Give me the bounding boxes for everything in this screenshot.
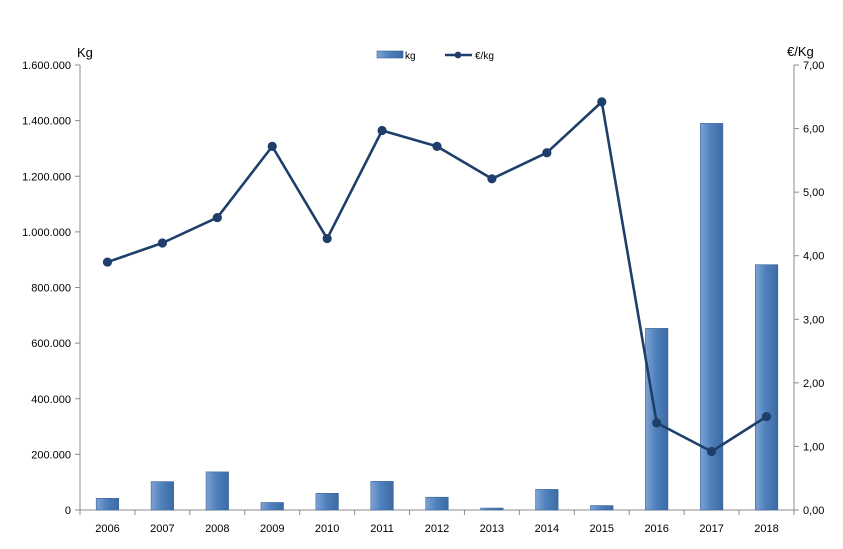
point-eur-per-kg-2018	[761, 411, 772, 422]
point-eur-per-kg-2013	[487, 174, 497, 184]
line-series-eur-per-kg	[102, 97, 772, 457]
bar-kg-2012	[425, 496, 449, 511]
x-tick-label: 2015	[590, 523, 614, 535]
x-tick-label: 2007	[150, 523, 174, 535]
left-tick-label: 1.000.000	[22, 227, 71, 239]
point-eur-per-kg-2012	[432, 141, 442, 151]
point-eur-per-kg-2011	[377, 125, 387, 136]
left-tick-label: 200.000	[31, 449, 71, 461]
bar-kg-2018	[754, 264, 779, 511]
point-eur-per-kg-2016	[652, 418, 662, 428]
x-tick-label: 2009	[260, 523, 284, 535]
right-tick-label: 1,00	[803, 441, 824, 453]
right-axis-unit-label: €/Kg	[787, 44, 814, 59]
x-tick-label: 2008	[205, 523, 229, 535]
right-tick-label: 7,00	[803, 60, 824, 72]
legend-label-kg: kg	[405, 51, 416, 62]
point-eur-per-kg-2010	[322, 233, 332, 244]
bar-kg-2011	[370, 481, 394, 511]
legend-marker-eur-per-kg	[454, 51, 462, 59]
point-eur-per-kg-2014	[542, 148, 552, 158]
legend-label-eur-per-kg: €/kg	[475, 51, 494, 62]
right-tick-label: 6,00	[803, 124, 824, 136]
x-tick-label: 2012	[425, 523, 449, 535]
point-eur-per-kg-2008	[212, 212, 222, 223]
x-tick-label: 2006	[95, 523, 119, 535]
point-eur-per-kg-2015	[597, 97, 607, 107]
legend-swatch-kg	[376, 50, 404, 59]
x-tick-label: 2018	[754, 523, 778, 535]
bar-kg-2006	[95, 498, 120, 511]
x-tick-label: 2010	[315, 523, 339, 535]
right-tick-label: 4,00	[803, 251, 824, 263]
axis-labels: Kg €/Kg	[77, 44, 814, 60]
left-tick-label: 1.200.000	[22, 171, 71, 183]
point-eur-per-kg-2009	[267, 141, 277, 151]
x-tick-label: 2016	[644, 523, 668, 535]
right-tick-label: 5,00	[803, 187, 824, 199]
bar-kg-2015	[590, 505, 614, 511]
left-tick-label: 400.000	[31, 394, 71, 406]
x-tick-label: 2011	[370, 523, 394, 535]
bar-kg-2007	[150, 481, 174, 511]
chart-axes: 0 200.000 400.000 600.000 800.000 1.000.000 1.…	[22, 60, 824, 535]
bar-series-kg	[95, 123, 779, 511]
bar-kg-2009	[260, 502, 284, 511]
x-tick-label: 2017	[699, 523, 723, 535]
bar-kg-2014	[535, 489, 559, 511]
right-tick-label: 2,00	[803, 378, 824, 390]
right-tick-label: 0,00	[803, 505, 824, 517]
x-tick-label: 2014	[535, 523, 559, 535]
left-tick-label: 600.000	[31, 338, 71, 350]
bar-kg-2017	[700, 123, 724, 511]
x-tick-label: 2013	[480, 523, 504, 535]
left-tick-label: 1.400.000	[22, 116, 71, 128]
legend: kg €/kg	[376, 50, 494, 62]
point-eur-per-kg-2006	[102, 257, 113, 267]
left-tick-label: 800.000	[31, 283, 71, 295]
left-tick-label: 0	[65, 505, 71, 517]
left-tick-label: 1.600.000	[22, 60, 71, 72]
bar-kg-2010	[315, 493, 339, 511]
right-tick-label: 3,00	[803, 314, 824, 326]
point-eur-per-kg-2017	[707, 446, 717, 457]
left-axis-unit-label: Kg	[77, 45, 93, 60]
bar-kg-2013	[480, 507, 504, 511]
bar-kg-2008	[205, 471, 229, 511]
point-eur-per-kg-2007	[157, 238, 167, 248]
